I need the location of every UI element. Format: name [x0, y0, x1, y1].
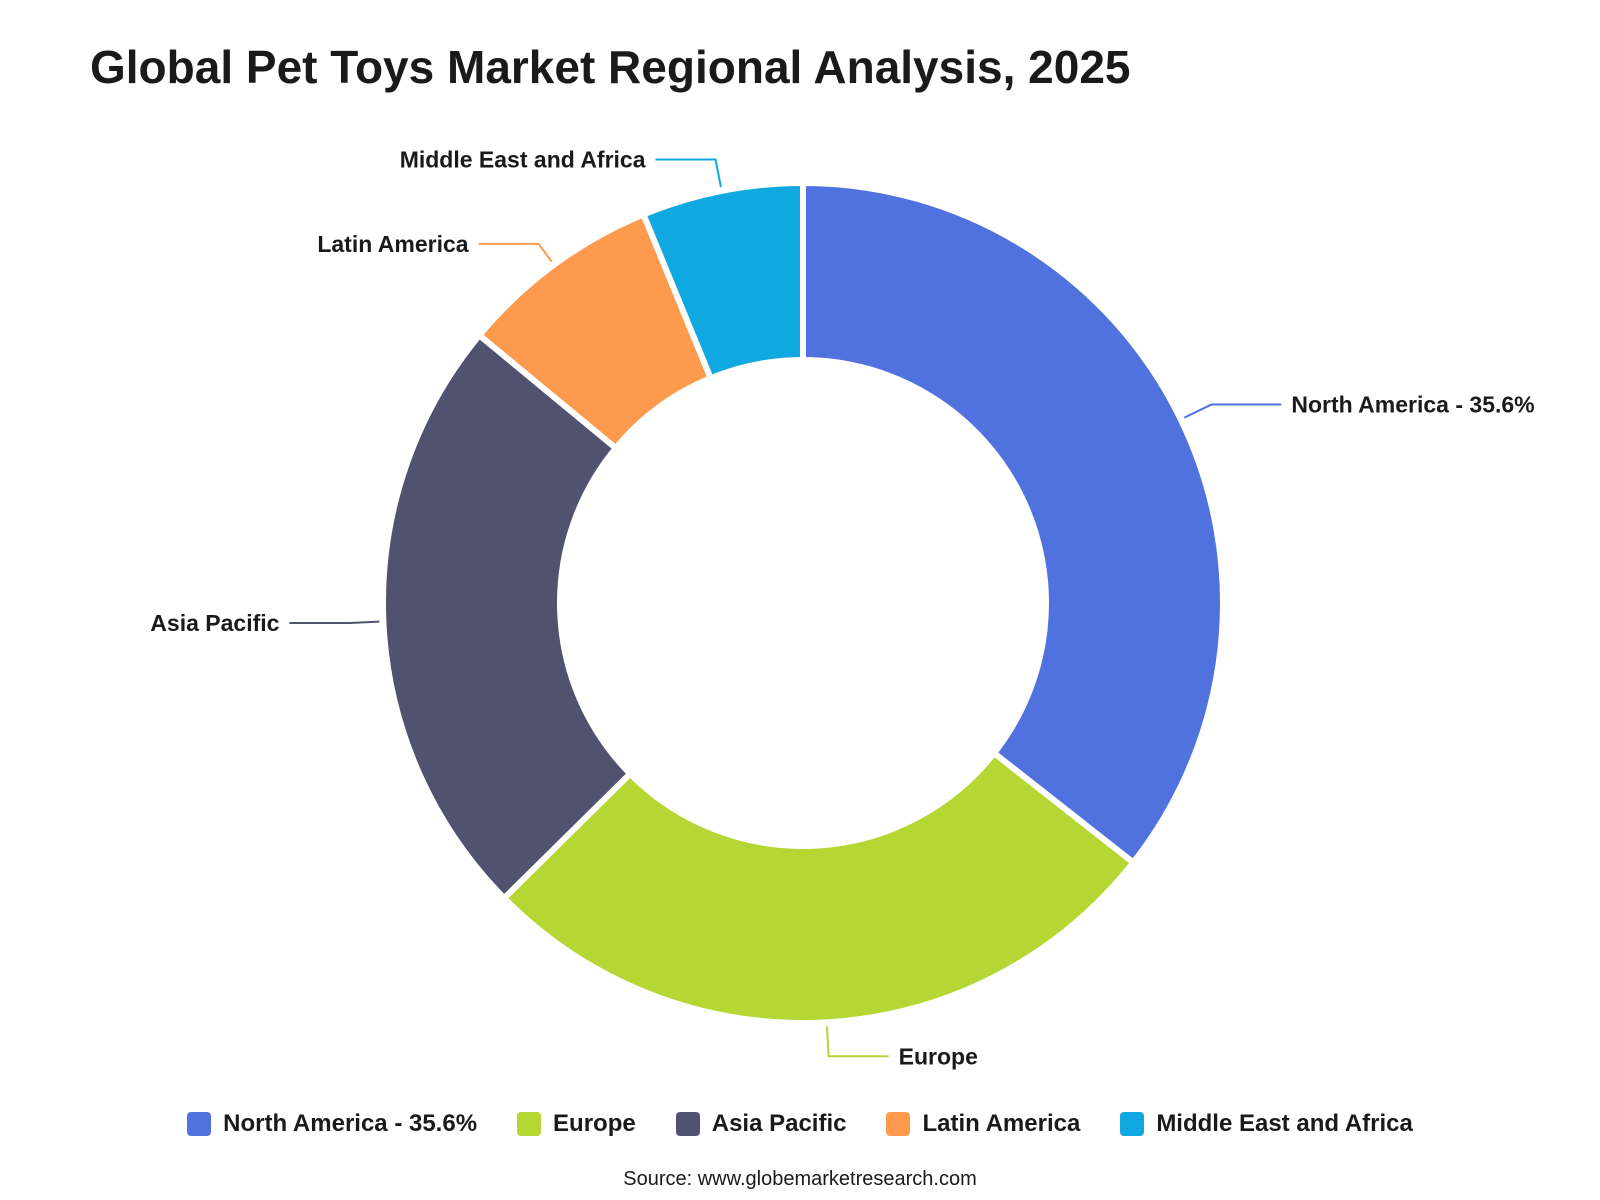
- legend-swatch-asia-pacific: [675, 1112, 700, 1136]
- slice-europe[interactable]: [501, 750, 1137, 1026]
- slices-layer: [380, 180, 1226, 1026]
- legend-label-asia-pacific: Asia Pacific: [711, 1110, 847, 1137]
- slice-label-asia-pacific: Asia Pacific: [150, 610, 279, 636]
- slice-middle-east-and-africa[interactable]: [640, 180, 806, 382]
- slice-label-middle-east-and-africa: Middle East and Africa: [400, 147, 646, 173]
- source-note: Source: www.globemarketresearch.com: [623, 1168, 977, 1190]
- legend-item-north-america[interactable]: North America - 35.6%: [187, 1110, 477, 1138]
- leader-lines-layer: [289, 158, 1282, 1058]
- legend-label-europe: Europe: [553, 1110, 636, 1137]
- donut-chart: North America - 35.6% Europe Asia Pacific L…: [150, 147, 1534, 1070]
- legend-swatch-europe: [517, 1112, 542, 1136]
- legend-swatch-middle-east-and-africa: [1120, 1112, 1145, 1136]
- legend-swatch-latin-america: [886, 1112, 911, 1136]
- legend: North America - 35.6% Europe Asia Pacific L…: [0, 1110, 1600, 1138]
- leader-line-north-america: [1183, 403, 1282, 419]
- legend-item-latin-america[interactable]: Latin America: [886, 1110, 1080, 1138]
- slice-north-america[interactable]: [800, 180, 1226, 866]
- slice-labels-layer: North America - 35.6% Europe Asia Pacific L…: [150, 147, 1534, 1070]
- leader-line-middle-east-and-africa: [655, 158, 722, 188]
- slice-asia-pacific[interactable]: [380, 332, 634, 902]
- slice-label-europe: Europe: [899, 1043, 978, 1069]
- legend-item-asia-pacific[interactable]: Asia Pacific: [675, 1110, 847, 1138]
- legend-label-middle-east-and-africa: Middle East and Africa: [1156, 1110, 1413, 1137]
- leader-line-europe: [825, 1026, 889, 1058]
- legend-label-north-america: North America - 35.6%: [223, 1110, 478, 1137]
- legend-label-latin-america: Latin America: [922, 1110, 1081, 1137]
- legend-item-middle-east-and-africa[interactable]: Middle East and Africa: [1120, 1110, 1413, 1138]
- chart-title: Global Pet Toys Market Regional Analysis…: [90, 41, 1131, 93]
- legend-swatch-north-america: [187, 1112, 212, 1136]
- slice-label-north-america: North America - 35.6%: [1291, 392, 1534, 418]
- legend-item-europe[interactable]: Europe: [517, 1110, 636, 1138]
- leader-line-latin-america: [478, 242, 553, 263]
- leader-line-asia-pacific: [289, 620, 380, 624]
- slice-label-latin-america: Latin America: [317, 231, 468, 257]
